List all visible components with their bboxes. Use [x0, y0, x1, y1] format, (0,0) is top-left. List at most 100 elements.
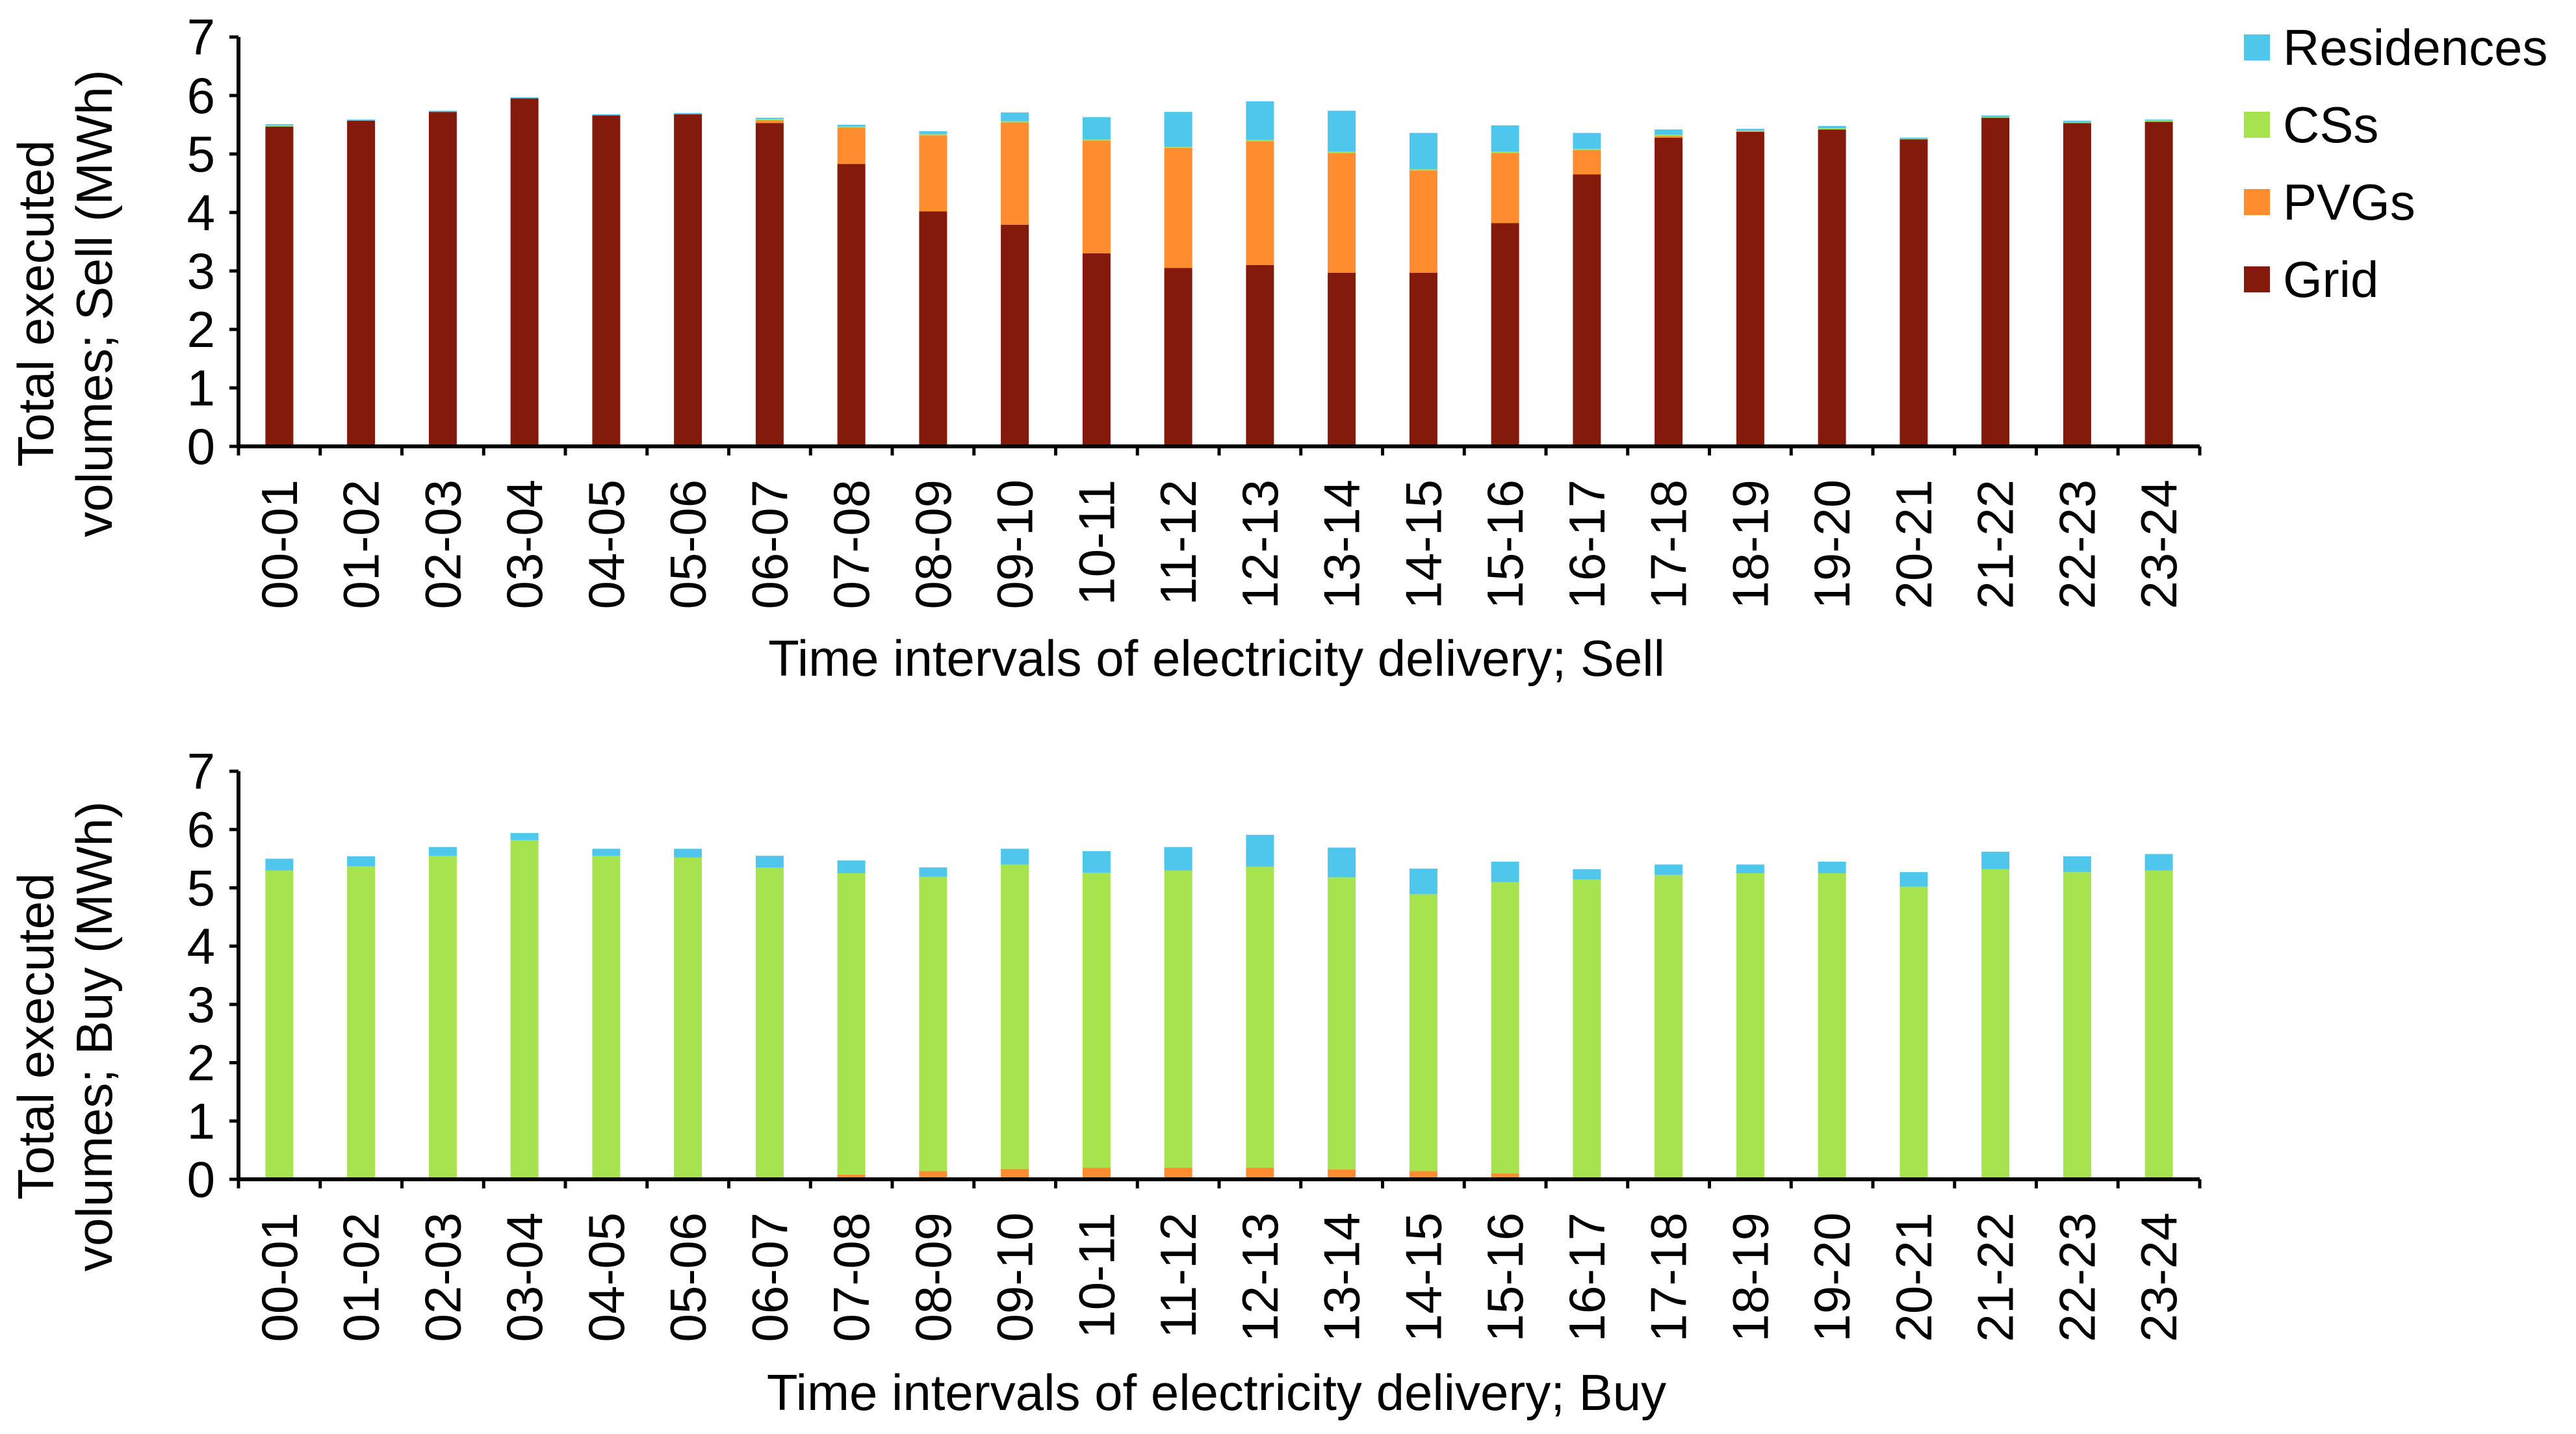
- buy-bar-residences-12-13: [1246, 834, 1274, 867]
- buy-x-tick-label-10-11: 10-11: [1068, 1212, 1125, 1338]
- sell-bar-css-20-21: [1900, 138, 1928, 140]
- buy-bar-pvgs-13-14: [1328, 1169, 1356, 1179]
- buy-x-tick-label-08-09: 08-09: [905, 1212, 962, 1342]
- buy-x-tick-label-15-16: 15-16: [1476, 1212, 1534, 1342]
- sell-x-tick-label-22-23: 22-23: [2048, 480, 2106, 609]
- buy-bar-css-02-03: [428, 856, 457, 1179]
- sell-bar-residences-17-18: [1655, 129, 1683, 135]
- sell-bar-grid-17-18: [1655, 137, 1683, 447]
- buy-bar-residences-14-15: [1409, 868, 1437, 895]
- sell-bar-residences-10-11: [1082, 117, 1111, 140]
- sell-bar-grid-01-02: [347, 120, 376, 446]
- sell-bar-grid-16-17: [1573, 174, 1601, 446]
- buy-bar-residences-16-17: [1573, 869, 1601, 880]
- buy-x-tick-label-22-23: 22-23: [2048, 1212, 2106, 1342]
- sell-bar-pvgs-06-07: [755, 120, 784, 123]
- sell-bar-grid-19-20: [1818, 129, 1846, 446]
- sell-bar-grid-13-14: [1328, 272, 1356, 446]
- sell-bar-grid-18-19: [1736, 131, 1764, 447]
- buy-bar-css-11-12: [1164, 870, 1192, 1168]
- buy-bar-css-07-08: [837, 873, 866, 1175]
- sell-bar-residences-19-20: [1818, 125, 1846, 129]
- sell-x-tick-label-05-06: 05-06: [660, 480, 717, 609]
- sell-bar-residences-07-08: [837, 125, 866, 127]
- buy-bar-css-05-06: [674, 857, 702, 1179]
- buy-bar-residences-03-04: [510, 833, 539, 840]
- sell-x-tick-label-20-21: 20-21: [1885, 480, 1942, 609]
- sell-x-tick-label-10-11: 10-11: [1068, 480, 1125, 606]
- sell-bar-residences-11-12: [1164, 112, 1192, 147]
- buy-x-tick-label-06-07: 06-07: [741, 1212, 798, 1342]
- sell-bar-grid-08-09: [919, 211, 947, 446]
- sell-x-tick-label-19-20: 19-20: [1803, 480, 1861, 609]
- buy-y-tick-label: 5: [187, 859, 215, 916]
- buy-bar-css-09-10: [1001, 864, 1029, 1169]
- sell-x-tick-label-13-14: 13-14: [1313, 480, 1371, 609]
- buy-bars: [265, 833, 2173, 1179]
- buy-bar-residences-17-18: [1655, 864, 1683, 875]
- sell-bar-css-08-09: [919, 134, 947, 136]
- buy-x-tick-label-23-24: 23-24: [2130, 1212, 2187, 1342]
- sell-bar-grid-02-03: [428, 112, 457, 446]
- sell-bar-residences-14-15: [1409, 133, 1437, 170]
- buy-x-tick-label-05-06: 05-06: [660, 1212, 717, 1342]
- sell-bar-residences-18-19: [1736, 129, 1764, 131]
- sell-x-ticks: 00-01 01-02 02-03 03-04 04-05 05-06 06-07 07-08…: [237, 446, 2202, 609]
- buy-bar-pvgs-07-08: [837, 1174, 866, 1179]
- sell-bar-pvgs-07-08: [837, 127, 866, 164]
- sell-bar-css-06-07: [755, 119, 784, 120]
- legend-label-pvgs: PVGs: [2283, 173, 2415, 231]
- buy-x-tick-label-04-05: 04-05: [578, 1212, 635, 1342]
- sell-bar-css-11-12: [1164, 147, 1192, 148]
- buy-y-label-line-1: Total executed: [7, 873, 64, 1199]
- buy-x-ticks: 00-01 01-02 02-03 03-04 04-05 05-06 06-07 07-08…: [237, 1179, 2202, 1342]
- sell-x-tick-label-12-13: 12-13: [1231, 480, 1289, 609]
- buy-bar-residences-06-07: [755, 856, 784, 867]
- buy-x-tick-label-12-13: 12-13: [1231, 1212, 1289, 1342]
- sell-y-tick-label: 3: [187, 242, 215, 300]
- sell-y-tick-label: 7: [187, 8, 215, 66]
- buy-y-tick-label: 2: [187, 1034, 215, 1092]
- legend-swatch-grid: [2244, 266, 2270, 292]
- buy-bar-css-21-22: [1981, 869, 2010, 1179]
- legend-swatch-pvgs: [2244, 189, 2270, 215]
- sell-bar-grid-23-24: [2145, 122, 2173, 446]
- sell-bar-css-13-14: [1328, 151, 1356, 153]
- sell-bar-pvgs-08-09: [919, 135, 947, 212]
- sell-y-tick-label: 6: [187, 67, 215, 124]
- sell-bar-pvgs-13-14: [1328, 153, 1356, 273]
- sell-x-tick-label-02-03: 02-03: [414, 480, 471, 609]
- buy-bar-css-14-15: [1409, 894, 1437, 1172]
- buy-x-tick-label-19-20: 19-20: [1803, 1212, 1861, 1342]
- sell-bar-grid-22-23: [2063, 123, 2091, 447]
- buy-x-tick-label-03-04: 03-04: [496, 1212, 553, 1342]
- sell-y-tick-label: 4: [187, 184, 215, 241]
- buy-bar-residences-04-05: [592, 849, 621, 856]
- buy-bar-css-01-02: [347, 866, 376, 1179]
- sell-bar-residences-05-06: [674, 113, 702, 114]
- sell-bar-pvgs-18-19: [1736, 131, 1764, 132]
- buy-bar-css-23-24: [2145, 870, 2173, 1179]
- sell-bar-pvgs-17-18: [1655, 136, 1683, 138]
- buy-bar-pvgs-08-09: [919, 1171, 947, 1179]
- sell-bar-grid-07-08: [837, 164, 866, 447]
- legend: Residences CSs PVGs Grid: [2244, 19, 2548, 308]
- sell-bar-grid-21-22: [1981, 118, 2010, 446]
- buy-y-label-line-2: volumes; Buy (MWh): [66, 801, 123, 1272]
- sell-bar-residences-09-10: [1001, 112, 1029, 122]
- buy-bar-css-12-13: [1246, 867, 1274, 1168]
- sell-bar-grid-14-15: [1409, 272, 1437, 446]
- buy-bar-css-15-16: [1491, 882, 1519, 1174]
- buy-bar-residences-05-06: [674, 849, 702, 858]
- buy-bar-css-10-11: [1082, 873, 1111, 1168]
- sell-bar-pvgs-10-11: [1082, 140, 1111, 253]
- buy-bar-pvgs-11-12: [1164, 1168, 1192, 1179]
- sell-bars: [265, 97, 2173, 447]
- sell-bar-css-17-18: [1655, 134, 1683, 136]
- sell-x-label: Time intervals of electricity delivery; …: [768, 630, 1665, 687]
- buy-bar-residences-00-01: [265, 858, 294, 871]
- buy-bar-css-18-19: [1736, 873, 1764, 1179]
- sell-bar-grid-06-07: [755, 123, 784, 447]
- buy-bar-css-03-04: [510, 839, 539, 1179]
